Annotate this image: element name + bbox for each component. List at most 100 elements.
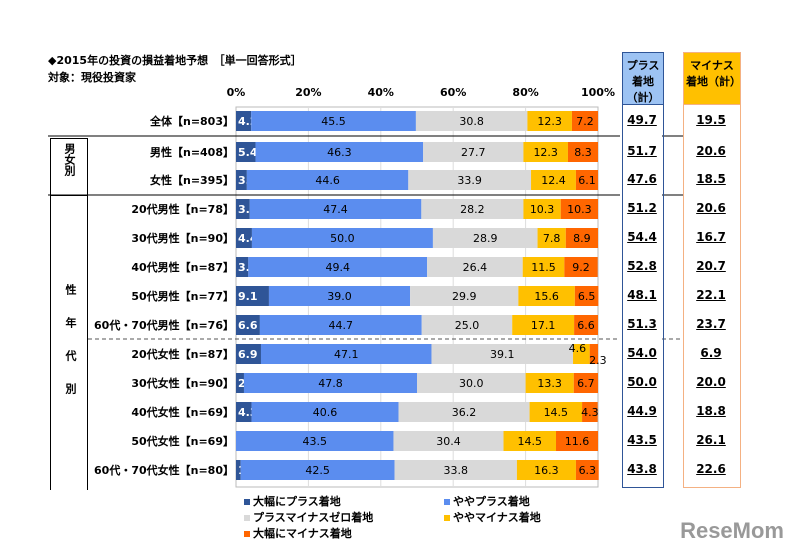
data-label: 50.0 bbox=[330, 232, 355, 245]
bar-segment bbox=[236, 460, 241, 480]
minus-total-value: 22.1 bbox=[696, 288, 726, 302]
data-label: 11.5 bbox=[531, 261, 556, 274]
bar-segment bbox=[259, 315, 422, 335]
data-label: 9.2 bbox=[572, 261, 590, 274]
data-label: 44.7 bbox=[329, 319, 354, 332]
plus-total-value: 44.9 bbox=[627, 404, 657, 418]
legend-item: 大幅にプラス着地 bbox=[244, 493, 341, 509]
plus-total-value: 51.7 bbox=[627, 144, 657, 158]
data-label: 46.3 bbox=[327, 146, 352, 159]
data-label: 8.3 bbox=[574, 146, 592, 159]
data-label: 30.8 bbox=[459, 115, 484, 128]
bar-segment bbox=[251, 111, 416, 131]
bar-segment bbox=[565, 228, 598, 248]
data-label: 7.8 bbox=[543, 232, 561, 245]
bar-segment bbox=[243, 373, 417, 393]
data-label: 47.4 bbox=[323, 203, 348, 216]
x-tick-label: 80% bbox=[512, 86, 538, 99]
bar-segment bbox=[393, 431, 504, 451]
bar-segment bbox=[408, 170, 532, 190]
legend-swatch bbox=[444, 515, 450, 521]
bar-segment bbox=[236, 228, 252, 248]
plus-total-value: 43.5 bbox=[627, 433, 657, 447]
bar-segment bbox=[268, 286, 411, 306]
bar-segment bbox=[522, 257, 565, 277]
bar-segment bbox=[527, 111, 572, 131]
minus-total-value: 18.8 bbox=[696, 404, 726, 418]
x-tick-label: 0% bbox=[227, 86, 246, 99]
bar-segment bbox=[423, 142, 524, 162]
minus-total-value: 20.6 bbox=[696, 201, 726, 215]
data-label: 6.9 bbox=[238, 348, 258, 361]
bar-segment bbox=[236, 111, 252, 131]
legend-label: ややマイナス着地 bbox=[453, 511, 541, 524]
bar-segment bbox=[516, 460, 576, 480]
legend-label: 大幅にマイナス着地 bbox=[253, 527, 352, 540]
minus-total-value: 20.7 bbox=[696, 259, 726, 273]
data-label: 6.3 bbox=[579, 464, 597, 477]
data-label: 45.5 bbox=[321, 115, 346, 128]
data-label: 6.5 bbox=[578, 290, 596, 303]
bar-segment bbox=[421, 199, 524, 219]
category-label: 60代・70代女性【n=80】 bbox=[94, 464, 234, 477]
plus-total-value: 54.0 bbox=[627, 346, 657, 360]
bar-segment bbox=[575, 170, 598, 190]
bar-segment bbox=[236, 344, 261, 364]
category-label: 男性【n=408】 bbox=[149, 146, 234, 159]
category-label: 全体【n=803】 bbox=[149, 115, 234, 128]
data-label: 8.9 bbox=[573, 232, 591, 245]
legend-item: プラスマイナスゼロ着地 bbox=[244, 509, 373, 525]
data-label: 40.6 bbox=[313, 406, 338, 419]
bar-segment bbox=[260, 344, 432, 364]
minus-total-value: 26.1 bbox=[696, 433, 726, 447]
plus-total-value: 47.6 bbox=[627, 172, 657, 186]
bar-segment bbox=[394, 460, 517, 480]
minus-total-value: 23.7 bbox=[696, 317, 726, 331]
data-label: 12.3 bbox=[533, 146, 558, 159]
data-label: 4.6 bbox=[569, 342, 587, 355]
bar-segment bbox=[240, 460, 395, 480]
data-label: 30.4 bbox=[436, 435, 461, 448]
plus-total-value: 43.8 bbox=[627, 462, 657, 476]
x-tick-label: 100% bbox=[581, 86, 615, 99]
data-label: 29.9 bbox=[452, 290, 477, 303]
data-label: 33.8 bbox=[443, 464, 468, 477]
bar-segment bbox=[236, 315, 260, 335]
bar-segment bbox=[421, 315, 513, 335]
x-tick-label: 20% bbox=[295, 86, 321, 99]
data-label: 43.5 bbox=[302, 435, 327, 448]
bar-segment bbox=[518, 286, 575, 306]
data-label: 17.1 bbox=[531, 319, 556, 332]
plus-total-value: 51.3 bbox=[627, 317, 657, 331]
bar-segment bbox=[582, 402, 598, 422]
plus-total-value: 50.0 bbox=[627, 375, 657, 389]
data-label: 4.3 bbox=[581, 406, 599, 419]
data-label: 6.6 bbox=[577, 319, 595, 332]
bar-segment bbox=[236, 170, 247, 190]
category-label: 30代女性【n=90】 bbox=[131, 377, 234, 390]
bar-segment bbox=[251, 228, 433, 248]
bar-segment bbox=[564, 257, 598, 277]
bar-segment bbox=[417, 373, 526, 393]
bar-segment bbox=[573, 373, 598, 393]
category-label: 20代女性【n=87】 bbox=[131, 348, 234, 361]
category-label: 20代男性【n=78】 bbox=[131, 203, 234, 216]
bar-segment bbox=[525, 373, 574, 393]
data-label: 10.3 bbox=[530, 203, 555, 216]
minus-total-value: 6.9 bbox=[700, 346, 722, 360]
gender-group-label: 男女別 bbox=[63, 143, 76, 176]
minus-total-value: 22.6 bbox=[696, 462, 726, 476]
data-label: 39.1 bbox=[490, 348, 515, 361]
plus-total-value: 54.4 bbox=[627, 230, 657, 244]
resemom-logo: ReseMom bbox=[680, 518, 784, 543]
bar-segment bbox=[410, 286, 519, 306]
data-label: 33.9 bbox=[457, 174, 482, 187]
chart-subtitle: 対象：現役投資家 bbox=[48, 71, 136, 84]
bar-segment bbox=[537, 228, 566, 248]
plus-total-value: 51.2 bbox=[627, 201, 657, 215]
legend-swatch bbox=[244, 531, 250, 537]
bar-segment bbox=[236, 199, 250, 219]
data-label: 7.2 bbox=[576, 115, 594, 128]
